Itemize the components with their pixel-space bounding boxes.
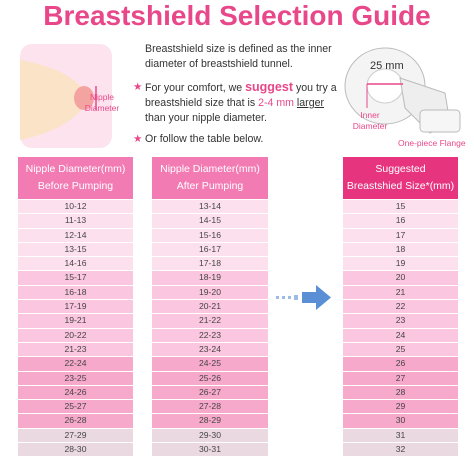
table-cell: 10-12: [18, 200, 133, 214]
table-cell: 22-23: [152, 328, 268, 342]
table-cell: 28: [343, 385, 458, 400]
table-cell: 22-24: [18, 357, 133, 371]
header-line: Suggested: [375, 163, 426, 175]
table-cell: 17-18: [152, 257, 268, 271]
table-cell: 16-18: [18, 285, 133, 300]
alt-text: Or follow the table below.: [145, 133, 264, 145]
tip-text: than your nipple diameter.: [145, 112, 267, 124]
table-cell: 26: [343, 357, 458, 371]
table-cell: 13-15: [18, 242, 133, 257]
tip-emphasis: larger: [296, 97, 325, 109]
table-cell: 15-16: [152, 228, 268, 242]
table-cell: 13-14: [152, 200, 268, 214]
table-cell: 29: [343, 400, 458, 414]
table-cell: 18: [343, 242, 458, 257]
table-column: Nipple Diameter(mm) After Pumping 13-14 14-…: [152, 157, 268, 457]
table-cell: 28-29: [152, 414, 268, 428]
table-cell: 27-29: [18, 428, 133, 443]
table-cell: 14-15: [152, 214, 268, 228]
table-cell: 12-14: [18, 228, 133, 242]
table-cell: 26-28: [18, 414, 133, 428]
table-cell: 19: [343, 257, 458, 271]
table-cell: 15-17: [18, 271, 133, 285]
header-line: Nipple Diameter(mm): [25, 163, 126, 175]
table-cell: 16-17: [152, 242, 268, 257]
table-cell: 16: [343, 214, 458, 228]
alt: ★ Or follow the table below.: [133, 133, 264, 145]
arrow: [276, 285, 331, 310]
table-cell: 14-16: [18, 257, 133, 271]
tip-text: For your comfort, we: [145, 82, 246, 94]
table-cell: 21: [343, 285, 458, 300]
table-header: Nipple Diameter(mm) After Pumping: [152, 157, 268, 199]
tip: ★ For your comfort, we suggest you try a …: [133, 80, 337, 124]
table-cell: 31: [343, 428, 458, 443]
table-cell: 25-27: [18, 400, 133, 414]
inner-label: Inner Diameter: [352, 110, 388, 131]
table-cell: 22: [343, 300, 458, 314]
header-line: After Pumping: [176, 180, 244, 192]
table-cell: 24-26: [18, 385, 133, 400]
definition: Breastshield size is defined as the inne…: [145, 43, 332, 70]
table-cell: 20: [343, 271, 458, 285]
tip-text: you try a breastshield size that is: [145, 82, 337, 109]
table-cell: 28-30: [18, 443, 133, 457]
table-cell: 26-27: [152, 385, 268, 400]
table-cell: 17-19: [18, 300, 133, 314]
tip-highlight: suggest: [245, 80, 294, 94]
table-cell: 19-20: [152, 285, 268, 300]
table-cell: 20-21: [152, 300, 268, 314]
table-cell: 25-26: [152, 371, 268, 385]
table-cell: 18-19: [152, 271, 268, 285]
table-cell: 24: [343, 328, 458, 342]
table-cell: 20-22: [18, 328, 133, 342]
table-cell: 21-22: [152, 314, 268, 328]
table-header: Nipple Diameter(mm) Before Pumping: [18, 157, 133, 199]
table-cell: 29-30: [152, 428, 268, 443]
table-cell: 11-13: [18, 214, 133, 228]
table-column: Suggested Breastshied Size*(mm) 15 16 17 18 19…: [343, 157, 458, 457]
table-cell: 27-28: [152, 400, 268, 414]
table-cell: 21-23: [18, 342, 133, 357]
tip-range: 2-4 mm: [258, 97, 294, 109]
table-column: Nipple Diameter(mm) Before Pumping 10-12 11…: [18, 157, 133, 457]
table-header: Suggested Breastshied Size*(mm): [343, 157, 458, 199]
table-cell: 17: [343, 228, 458, 242]
table-cell: 23: [343, 314, 458, 328]
flange-figure: [344, 47, 461, 134]
table-cell: 19-21: [18, 314, 133, 328]
table-cell: 27: [343, 371, 458, 385]
table-cell: 25: [343, 342, 458, 357]
flange-label: One-piece Flange: [398, 138, 466, 148]
nipple-figure: [20, 44, 112, 148]
size-label: 25 mm: [370, 60, 404, 72]
table-cell: 23-24: [152, 342, 268, 357]
table-cell: 24-25: [152, 357, 268, 371]
table-cell: 23-25: [18, 371, 133, 385]
table-cell: 32: [343, 443, 458, 457]
table-cell: 30: [343, 414, 458, 428]
header-line: Before Pumping: [37, 180, 114, 192]
title: Breastshield Selection Guide: [43, 0, 431, 31]
header-line: Breastshied Size*(mm): [346, 180, 455, 192]
header-line: Nipple Diameter(mm): [160, 163, 260, 175]
table-cell: 30-31: [152, 443, 268, 457]
table-cell: 15: [343, 200, 458, 214]
nipple-label: Nipple Diameter: [84, 92, 120, 113]
